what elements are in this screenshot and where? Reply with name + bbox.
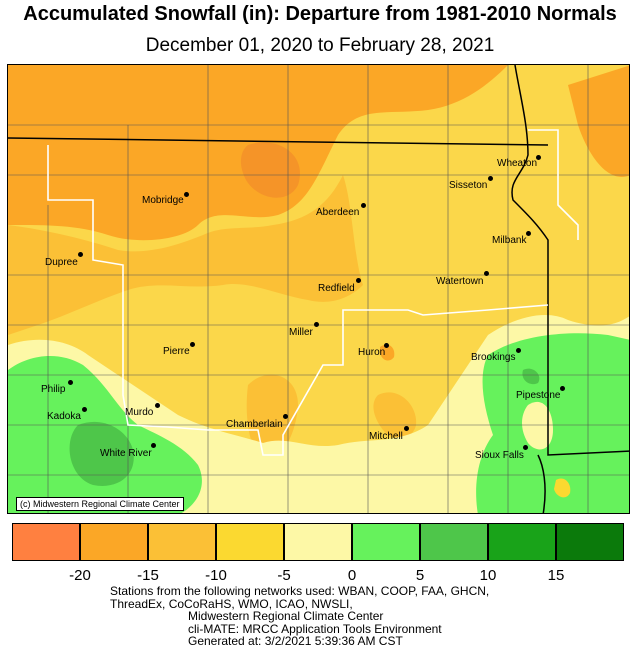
region-minus-20 — [240, 142, 300, 198]
footer-line: ThreadEx, CoCoRaHS, WMO, ICAO, NWSLI, — [110, 596, 353, 611]
legend-label: 10 — [479, 567, 497, 584]
footer-notes: Stations from the following networks use… — [110, 585, 550, 648]
region-minus-10-huron — [380, 344, 395, 361]
region-plus-10-east — [522, 368, 540, 385]
city-marker — [155, 403, 160, 408]
region-zero-east-pocket — [522, 401, 553, 450]
city-marker — [384, 343, 389, 348]
city-marker — [190, 342, 195, 347]
footer-line: cli-MATE: MRCC Application Tools Environ… — [188, 621, 442, 636]
city-label: Sisseton — [449, 180, 488, 191]
map-title: Accumulated Snowfall (in): Departure fro… — [23, 3, 617, 25]
legend-label: -5 — [277, 567, 291, 584]
legend-label: 15 — [547, 567, 565, 584]
city-label: Aberdeen — [316, 207, 360, 218]
city-label: Chamberlain — [226, 419, 283, 430]
city-marker — [404, 426, 409, 431]
legend-swatch — [80, 523, 148, 561]
region-plus-10-west — [69, 421, 134, 486]
legend-label: -15 — [137, 567, 159, 584]
city-marker — [526, 231, 531, 236]
legend-swatch — [148, 523, 216, 561]
city-label: Miller — [289, 327, 313, 338]
state-borders — [8, 65, 629, 513]
city-marker — [283, 414, 288, 419]
city-label: Milbank — [492, 235, 527, 246]
map-subtitle: December 01, 2020 to February 28, 2021 — [145, 35, 495, 56]
legend-swatch — [216, 523, 284, 561]
city-label: Wheaton — [497, 158, 538, 169]
legend-label: 0 — [347, 567, 357, 584]
city-marker — [361, 203, 366, 208]
legend-swatch — [12, 523, 80, 561]
division-borders — [47, 129, 579, 456]
city-label: Mobridge — [142, 195, 184, 206]
city-marker — [184, 192, 189, 197]
region-plus-5-east — [476, 333, 629, 513]
city-label: Pipestone — [516, 390, 561, 401]
city-marker — [488, 176, 493, 181]
footer-line: Midwestern Regional Climate Center — [188, 609, 384, 623]
region-minus-5-southeast — [554, 478, 571, 498]
footer-line: Stations from the following networks use… — [110, 584, 490, 598]
legend-label: -20 — [69, 567, 91, 584]
city-marker — [516, 348, 521, 353]
region-minus-15-east — [568, 65, 629, 177]
city-label: Kadoka — [47, 411, 81, 422]
legend-labels: -20 -15 -10 -5 0 5 10 15 — [0, 567, 640, 587]
legend-swatch — [420, 523, 488, 561]
color-legend — [12, 523, 624, 563]
legend-label: -10 — [205, 567, 227, 584]
city-marker — [356, 278, 361, 283]
city-label: Pierre — [163, 346, 190, 357]
city-marker — [314, 322, 319, 327]
footer-line: Generated at: 3/2/2021 5:39:36 AM CST — [188, 634, 403, 648]
city-label: Mitchell — [369, 431, 403, 442]
city-marker — [151, 443, 156, 448]
city-marker — [484, 271, 489, 276]
city-label: Redfield — [318, 283, 355, 294]
city-marker — [82, 407, 87, 412]
city-label: Watertown — [436, 276, 484, 287]
legend-swatch — [284, 523, 352, 561]
map-credit: (c) Midwestern Regional Climate Center — [16, 497, 184, 511]
city-marker — [536, 155, 541, 160]
city-label: Huron — [358, 347, 386, 358]
county-lines — [8, 65, 629, 513]
city-label: Philip — [41, 384, 66, 395]
city-marker — [560, 386, 565, 391]
city-marker — [523, 445, 528, 450]
legend-swatch — [488, 523, 556, 561]
region-minus-10 — [8, 175, 363, 335]
city-label: White River — [100, 448, 152, 459]
city-marker — [78, 252, 83, 257]
city-label: Dupree — [45, 257, 78, 268]
city-label: Brookings — [471, 352, 516, 363]
city-marker — [68, 380, 73, 385]
city-label: Sioux Falls — [475, 450, 524, 461]
legend-swatch — [556, 523, 624, 561]
city-label: Murdo — [125, 407, 154, 418]
legend-swatch — [352, 523, 420, 561]
legend-label: 5 — [415, 567, 425, 584]
